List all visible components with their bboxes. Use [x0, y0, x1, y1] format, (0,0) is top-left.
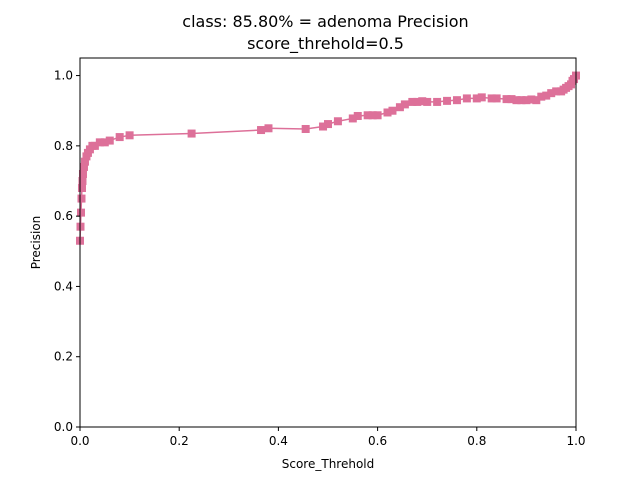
- y-axis: 0.0 0.2 0.4 0.6 0.8 1.0: [54, 69, 80, 434]
- data-point: [537, 92, 546, 101]
- data-point: [542, 91, 551, 100]
- data-point: [373, 111, 382, 120]
- x-tick-label: 1.0: [566, 434, 585, 448]
- y-tick-label: 1.0: [54, 69, 73, 83]
- data-point: [452, 96, 461, 105]
- data-point: [552, 87, 561, 96]
- data-point: [301, 124, 310, 133]
- data-point: [76, 208, 85, 217]
- data-point: [517, 96, 526, 105]
- data-point: [264, 124, 273, 133]
- data-point: [383, 108, 392, 117]
- data-point: [125, 131, 134, 140]
- data-point: [363, 111, 372, 120]
- data-point: [492, 94, 501, 103]
- data-point: [502, 95, 511, 104]
- plot-area: [76, 71, 580, 245]
- data-point: [257, 126, 266, 135]
- data-point: [187, 129, 196, 138]
- data-point: [388, 106, 397, 115]
- data-point: [79, 162, 88, 171]
- data-point: [522, 96, 531, 105]
- data-point: [324, 120, 332, 129]
- data-point: [77, 194, 86, 203]
- data-point: [433, 97, 442, 106]
- data-point: [507, 95, 516, 104]
- data-point: [443, 96, 452, 105]
- y-axis-label: Precision: [29, 216, 43, 270]
- y-tick-label: 0.0: [54, 420, 73, 434]
- data-point: [413, 97, 422, 106]
- data-point: [395, 103, 404, 112]
- data-point: [105, 136, 114, 145]
- data-point: [115, 133, 124, 142]
- axes-frame: [79, 57, 577, 428]
- data-point: [78, 177, 87, 185]
- data-point: [95, 138, 104, 147]
- y-tick-label: 0.6: [54, 209, 73, 223]
- data-point: [532, 96, 541, 105]
- data-point: [348, 114, 357, 123]
- data-point: [418, 97, 427, 106]
- y-tick-label: 0.2: [54, 350, 73, 364]
- data-point: [400, 100, 409, 109]
- x-tick-label: 0.2: [170, 434, 189, 448]
- data-point: [527, 95, 536, 104]
- data-point: [77, 184, 86, 193]
- data-point: [472, 94, 481, 103]
- data-point: [487, 94, 496, 103]
- data-point: [78, 169, 87, 178]
- x-tick-label: 0.8: [467, 434, 486, 448]
- data-point: [368, 111, 377, 120]
- x-axis-label: Score_Threhold: [282, 457, 375, 471]
- data-point: [423, 97, 432, 106]
- data-point: [547, 89, 556, 98]
- x-axis: 0.0 0.2 0.4 0.6 0.8 1.0: [70, 427, 586, 448]
- x-tick-label: 0.6: [368, 434, 387, 448]
- data-point: [333, 117, 342, 126]
- data-point: [408, 97, 417, 106]
- data-point: [512, 96, 521, 105]
- y-tick-label: 0.8: [54, 139, 73, 153]
- data-point: [80, 157, 89, 166]
- data-point: [100, 138, 109, 147]
- x-tick-label: 0.4: [269, 434, 288, 448]
- data-point: [319, 122, 328, 131]
- data-point: [477, 93, 486, 102]
- data-point: [90, 141, 99, 150]
- x-tick-label: 0.0: [70, 434, 89, 448]
- series-line: [79, 75, 577, 241]
- chart-title: class: 85.80% = adenoma Precision: [182, 12, 468, 31]
- y-tick-label: 0.4: [54, 279, 73, 293]
- data-point: [462, 94, 471, 103]
- chart-subtitle: score_threhold=0.5: [247, 34, 404, 54]
- data-point: [353, 111, 362, 120]
